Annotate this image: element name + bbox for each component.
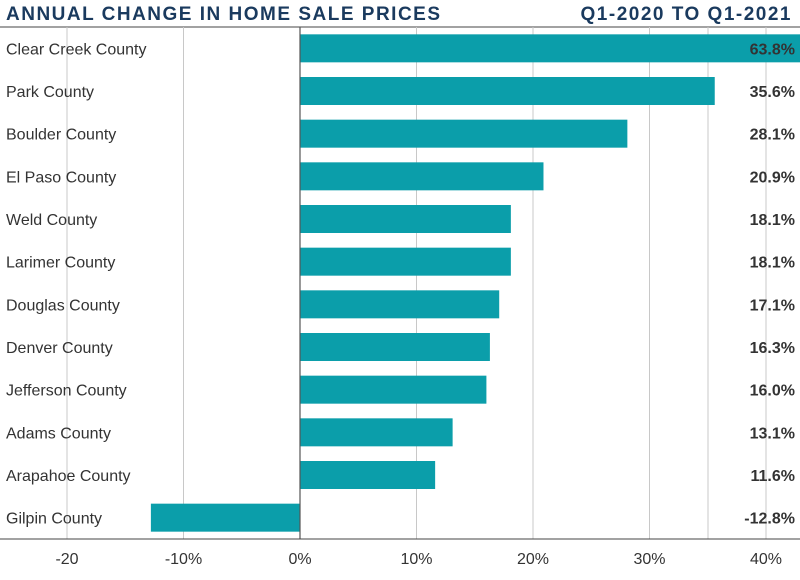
value-label: 20.9% — [750, 169, 795, 186]
category-label: Weld County — [6, 212, 97, 229]
category-label: Larimer County — [6, 255, 115, 272]
value-label: 28.1% — [750, 127, 795, 144]
category-label: El Paso County — [6, 169, 116, 186]
x-tick-label: 0% — [288, 551, 311, 568]
grid — [66, 27, 767, 539]
value-label: 11.6% — [751, 468, 795, 485]
category-label: Adams County — [6, 425, 111, 442]
bar — [300, 290, 500, 319]
category-label: Park County — [6, 84, 94, 101]
bar — [300, 461, 436, 489]
bar — [150, 503, 300, 532]
bar — [300, 119, 628, 148]
category-label: Boulder County — [6, 127, 116, 144]
bar — [300, 205, 511, 233]
value-label: 63.8% — [750, 41, 795, 58]
value-label: 18.1% — [750, 212, 795, 229]
x-tick-label: 10% — [400, 551, 432, 568]
value-label: 13.1% — [750, 425, 795, 442]
category-label: Arapahoe County — [6, 468, 131, 485]
x-tick-label: 20% — [517, 551, 549, 568]
category-label: Douglas County — [6, 297, 120, 314]
bar — [300, 77, 715, 105]
bar — [300, 375, 487, 404]
bar — [300, 34, 800, 63]
value-label: 18.1% — [750, 255, 795, 272]
chart-subtitle: Q1-2020 TO Q1-2021 — [581, 4, 792, 25]
x-tick-label: -10% — [165, 551, 202, 568]
category-label: Denver County — [6, 340, 113, 357]
bar — [300, 333, 490, 361]
category-label: Clear Creek County — [6, 41, 147, 58]
x-tick-label: 40% — [750, 551, 782, 568]
chart-title: ANNUAL CHANGE IN HOME SALE PRICES — [6, 4, 442, 25]
bar — [300, 162, 544, 191]
x-tick-labels: -20-10%0%10%20%30%40%50%60%70% — [55, 551, 782, 568]
category-labels: Clear Creek County Park County Boulder Cou… — [6, 41, 147, 527]
x-tick-label: 30% — [633, 551, 665, 568]
category-label: Gilpin County — [6, 511, 102, 528]
value-label: 35.6% — [750, 84, 795, 101]
bar — [300, 418, 453, 447]
x-tick-label: -20 — [55, 551, 78, 568]
value-label: 16.3% — [750, 340, 795, 357]
value-label: 17.1% — [750, 297, 795, 314]
value-label: 16.0% — [750, 383, 795, 400]
bars — [150, 34, 800, 532]
value-labels: 63.8% 35.6% 28.1% 20.9% 18.1% 18.1% 17.1% 16.3%… — [744, 41, 795, 527]
bar — [300, 247, 511, 276]
category-label: Jefferson County — [6, 383, 127, 400]
value-label: -12.8% — [744, 511, 795, 528]
